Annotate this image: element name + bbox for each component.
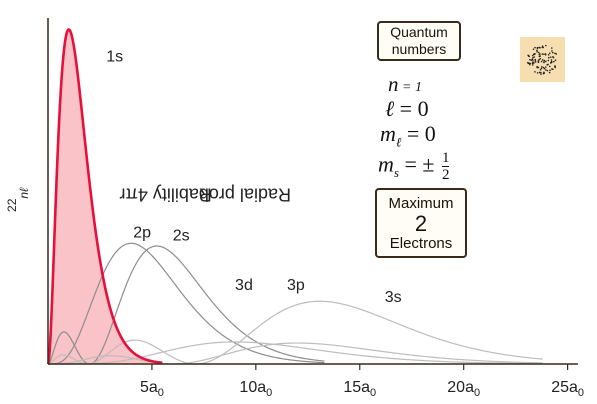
x-tick-label-10: 10a0	[239, 379, 272, 399]
curve-label-3p: 3p	[287, 277, 305, 294]
curve-label-3d: 3d	[235, 277, 253, 294]
series-line-1s	[46, 28, 163, 365]
orbital-thumbnail-icon	[520, 37, 565, 82]
maximum-electrons-box: Maximum 2 Electrons	[375, 188, 467, 258]
series-line-3p	[48, 342, 543, 365]
series-fill-1s	[48, 29, 163, 365]
quantum-title-line2: numbers	[391, 41, 447, 57]
quantum-title-line1: Quantum	[390, 24, 448, 40]
ml-equation: mℓ = 0	[380, 121, 436, 150]
curve-label-3s: 3s	[385, 289, 402, 306]
electrons-label: Electrons	[389, 235, 453, 252]
x-tick-label-25: 25a0	[551, 379, 584, 399]
quantum-numbers-box: Quantum numbers	[377, 21, 461, 61]
series-line-3d	[48, 341, 543, 365]
curve-label-2p: 2p	[133, 224, 151, 241]
x-tick-label-5: 5a0	[140, 379, 164, 399]
series-line-2p	[48, 242, 325, 365]
x-tick-label-15: 15a0	[343, 379, 376, 399]
x-tick-label-20: 20a0	[447, 379, 480, 399]
maximum-count: 2	[414, 211, 428, 236]
series-line-3s	[47, 300, 543, 365]
maximum-label: Maximum	[388, 195, 454, 212]
curve-label-2s: 2s	[173, 227, 190, 244]
curve-label-1s: 1s	[106, 48, 123, 65]
ms-equation: ms = ± 1 2	[378, 150, 450, 183]
n-equation: n = 1	[388, 72, 422, 96]
l-equation: ℓ = 0	[385, 96, 429, 121]
